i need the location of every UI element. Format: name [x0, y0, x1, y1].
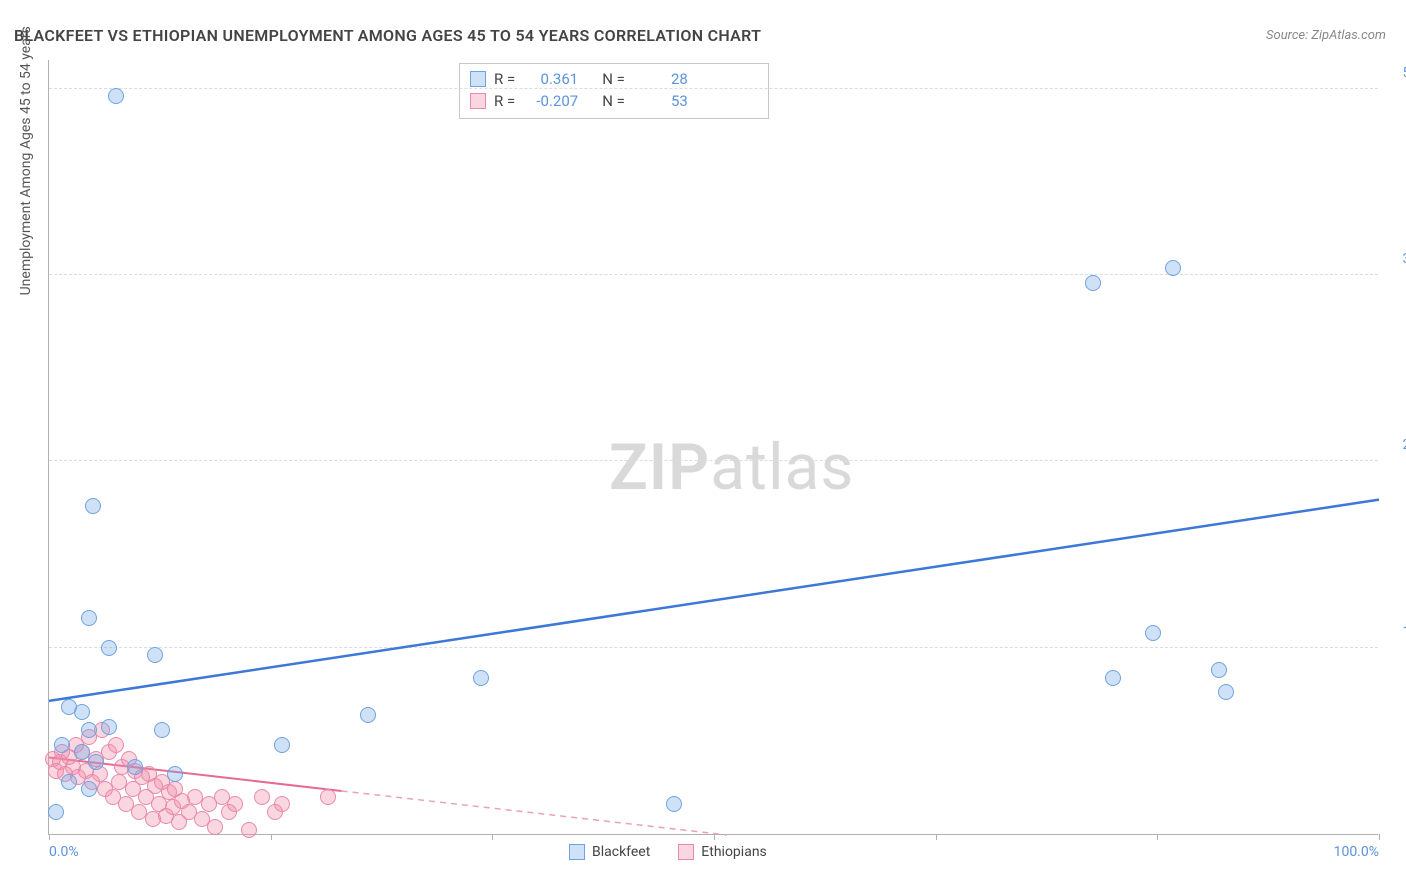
x-tick	[271, 834, 272, 840]
data-point-blackfeet	[147, 647, 163, 663]
data-point-blackfeet	[85, 498, 101, 514]
stats-row-blackfeet: R = 0.361 N = 28	[470, 68, 758, 90]
y-tick-label: 50.0%	[1385, 65, 1406, 81]
data-point-blackfeet	[1085, 275, 1101, 291]
x-tick	[936, 834, 937, 840]
x-tick	[1157, 834, 1158, 840]
correlation-stats-box: R = 0.361 N = 28 R = -0.207 N = 53	[459, 63, 769, 119]
legend-label: Blackfeet	[592, 844, 650, 860]
legend: Blackfeet Ethiopians	[569, 844, 767, 860]
gridline	[49, 88, 1378, 89]
data-point-blackfeet	[1145, 625, 1161, 641]
data-point-blackfeet	[360, 707, 376, 723]
y-tick-label: 25.0%	[1385, 437, 1406, 453]
data-point-ethiopians	[320, 789, 336, 805]
data-point-blackfeet	[473, 670, 489, 686]
n-label: N =	[602, 68, 625, 90]
x-tick-label: 0.0%	[49, 844, 79, 860]
n-value: 28	[633, 68, 688, 90]
x-tick	[1379, 834, 1380, 840]
stats-row-ethiopians: R = -0.207 N = 53	[470, 90, 758, 112]
r-value: -0.207	[523, 90, 578, 112]
data-point-ethiopians	[241, 822, 257, 838]
gridline	[49, 647, 1378, 648]
data-point-blackfeet	[48, 804, 64, 820]
data-point-blackfeet	[88, 754, 104, 770]
source-attribution: Source: ZipAtlas.com	[1266, 28, 1386, 43]
data-point-blackfeet	[274, 737, 290, 753]
y-tick-label: 12.5%	[1385, 624, 1406, 640]
y-tick-label: 37.5%	[1385, 251, 1406, 267]
x-tick-label: 100.0%	[1334, 844, 1379, 860]
watermark-text: ZIPatlas	[609, 430, 854, 505]
chart-title: BLACKFEET VS ETHIOPIAN UNEMPLOYMENT AMON…	[14, 26, 761, 45]
data-point-blackfeet	[101, 719, 117, 735]
legend-label: Ethiopians	[701, 844, 766, 860]
data-point-blackfeet	[127, 759, 143, 775]
data-point-ethiopians	[227, 796, 243, 812]
data-point-blackfeet	[81, 781, 97, 797]
data-point-blackfeet	[1218, 684, 1234, 700]
data-point-ethiopians	[207, 819, 223, 835]
data-point-blackfeet	[108, 88, 124, 104]
y-axis-label: Unemployment Among Ages 45 to 54 years	[18, 26, 34, 295]
swatch-icon	[470, 93, 486, 109]
gridline	[49, 460, 1378, 461]
data-point-blackfeet	[81, 722, 97, 738]
x-tick	[492, 834, 493, 840]
trendline-blackfeet	[49, 60, 1379, 835]
data-point-blackfeet	[167, 766, 183, 782]
data-point-blackfeet	[61, 774, 77, 790]
data-point-blackfeet	[1165, 260, 1181, 276]
scatter-plot-area: ZIPatlas R = 0.361 N = 28 R = -0.207 N =…	[48, 60, 1378, 835]
data-point-blackfeet	[81, 610, 97, 626]
data-point-blackfeet	[54, 737, 70, 753]
data-point-blackfeet	[154, 722, 170, 738]
legend-item-ethiopians: Ethiopians	[678, 844, 766, 860]
r-label: R =	[494, 68, 515, 90]
data-point-blackfeet	[1211, 662, 1227, 678]
data-point-blackfeet	[101, 640, 117, 656]
n-value: 53	[633, 90, 688, 112]
r-label: R =	[494, 90, 515, 112]
legend-item-blackfeet: Blackfeet	[569, 844, 650, 860]
x-tick	[49, 834, 50, 840]
x-tick	[714, 834, 715, 840]
trendline-ethiopians	[49, 60, 1379, 835]
swatch-icon	[678, 844, 694, 860]
data-point-blackfeet	[1105, 670, 1121, 686]
data-point-blackfeet	[666, 796, 682, 812]
swatch-icon	[569, 844, 585, 860]
swatch-icon	[470, 71, 486, 87]
n-label: N =	[602, 90, 625, 112]
data-point-blackfeet	[74, 704, 90, 720]
gridline	[49, 274, 1378, 275]
data-point-ethiopians	[274, 796, 290, 812]
data-point-ethiopians	[254, 789, 270, 805]
r-value: 0.361	[523, 68, 578, 90]
data-point-ethiopians	[108, 737, 124, 753]
